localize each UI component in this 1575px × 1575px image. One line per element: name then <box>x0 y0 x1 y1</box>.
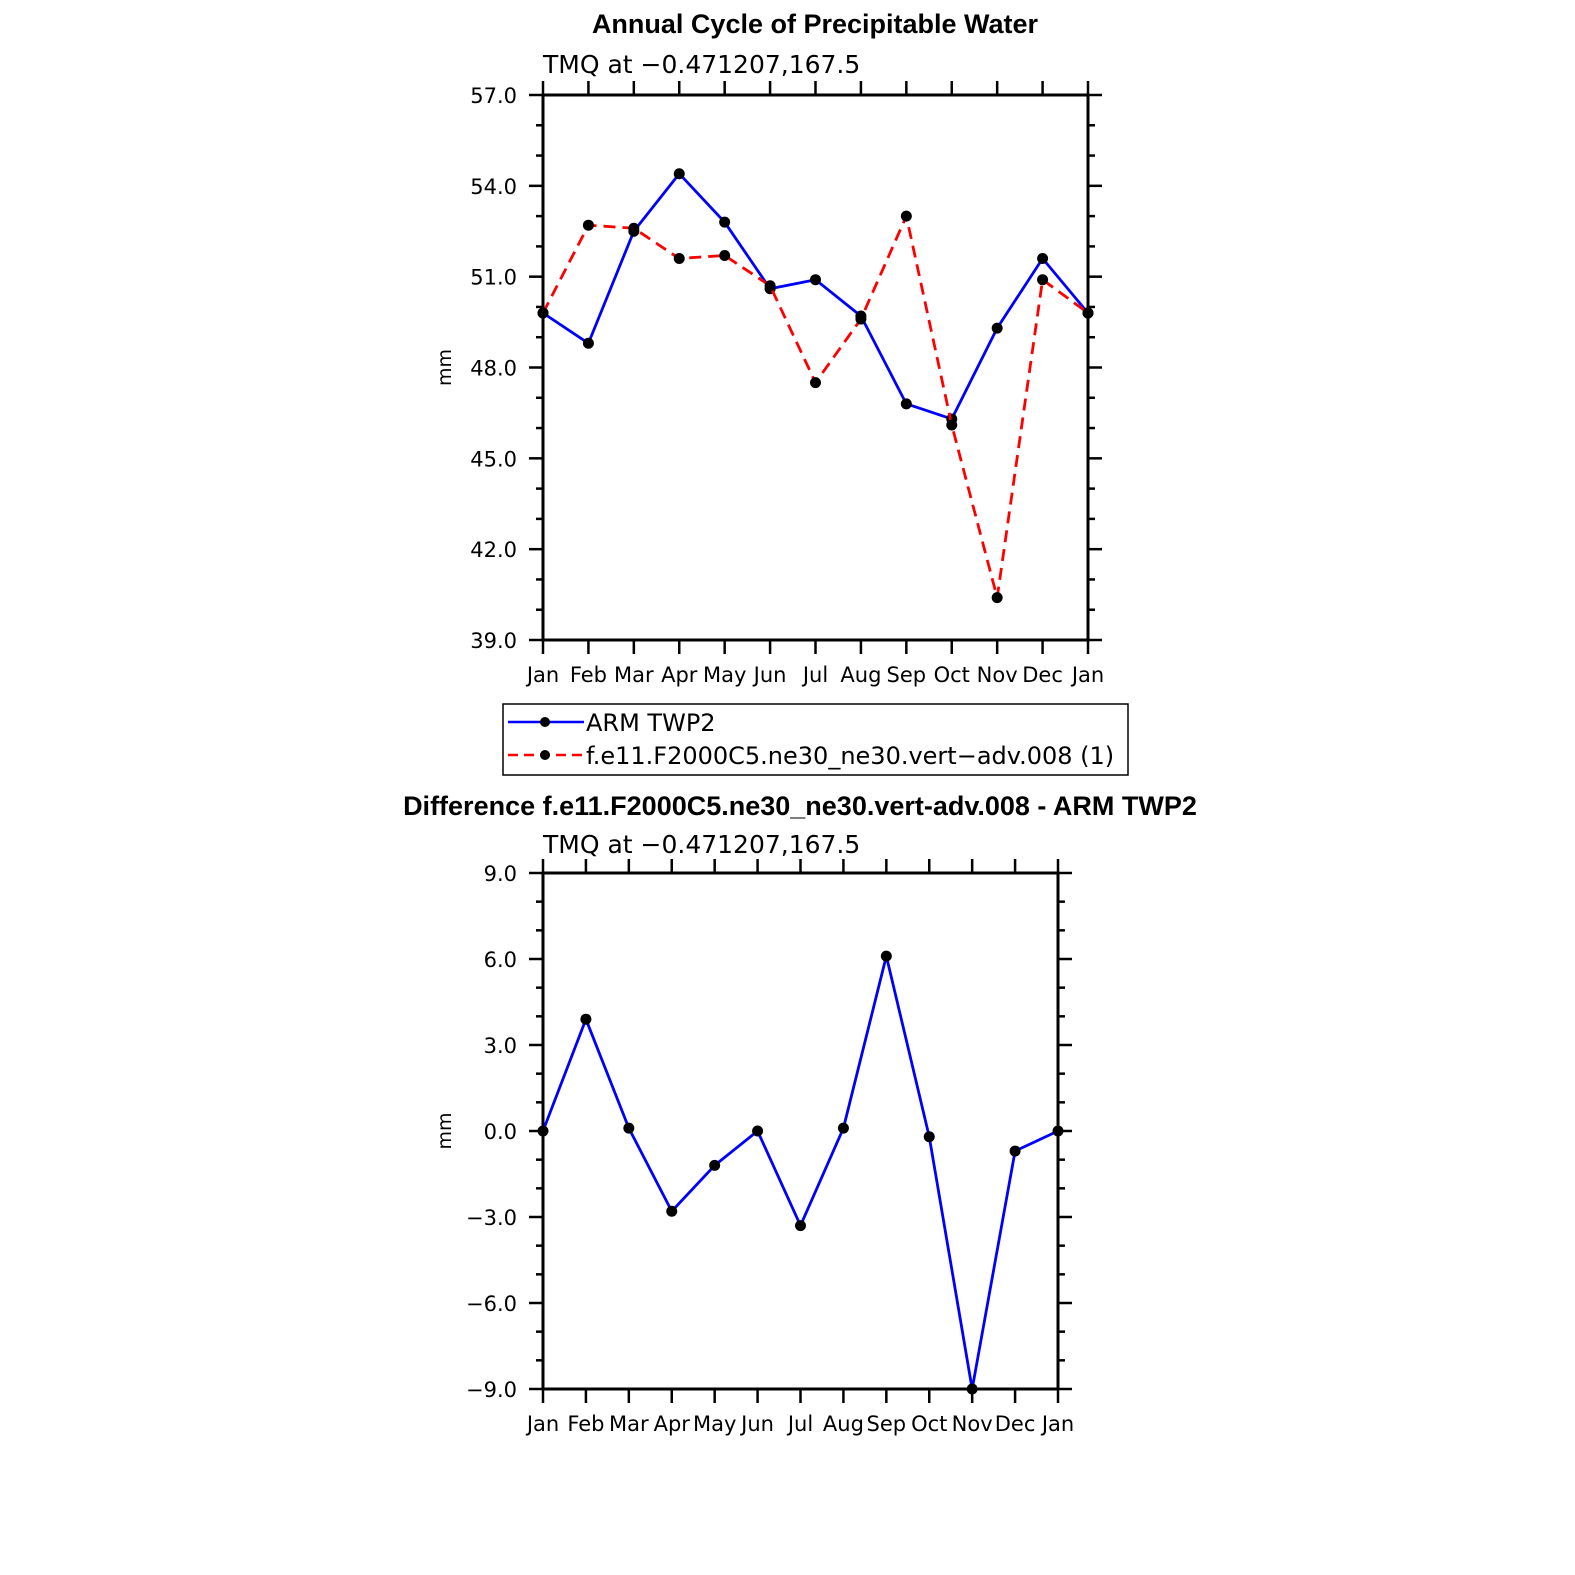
chart1-xtick-label: Jan <box>1070 663 1104 687</box>
chart1-xtick-label: Feb <box>570 663 607 687</box>
chart1-xtick-label: Mar <box>614 663 654 687</box>
chart2-series-0-point <box>795 1220 806 1232</box>
chart1-series-1-point <box>991 592 1003 604</box>
chart1-series-1-point <box>946 419 958 431</box>
chart2-series-0-point <box>880 950 892 962</box>
chart1-series-0-point <box>991 322 1003 334</box>
chart1-ytick-label: 42.0 <box>470 538 517 562</box>
chart2-xtick-label: Sep <box>867 1412 907 1436</box>
chart2-xtick-label: Jul <box>786 1412 813 1436</box>
chart2-series-0-point <box>709 1159 721 1171</box>
chart2-xtick-label: Jan <box>1040 1412 1074 1436</box>
chart2-xtick-label: Jun <box>739 1412 774 1436</box>
chart2-ytick-label: −6.0 <box>466 1292 517 1316</box>
chart1-series-1-point <box>855 313 867 325</box>
legend-marker-arm-twp2 <box>540 717 550 727</box>
chart2-series-0-point <box>966 1383 978 1395</box>
chart1-ytick-label: 39.0 <box>470 629 517 653</box>
chart1-xtick-label: Jul <box>801 663 828 687</box>
chart1-series-0-point <box>719 216 731 228</box>
chart1-xtick-label: Nov <box>977 663 1018 687</box>
chart1-plot-area: Jan Feb Mar Apr May Jun Jul Aug Sep Oct Nov Dec Jan 3… <box>434 81 1104 687</box>
chart1-series-0-point <box>1037 253 1049 264</box>
chart1-series-1-point <box>810 377 821 389</box>
chart2-ylabel: mm <box>434 1112 456 1149</box>
chart2-ytick-label: 9.0 <box>484 862 517 886</box>
chart2-series-0-point <box>537 1125 549 1137</box>
chart2-xtick-label: Nov <box>952 1412 993 1436</box>
legend-label-model: f.e11.F2000C5.ne30_ne30.vert−adv.008 (1) <box>586 742 1114 770</box>
chart2-plot-area: Jan Feb Mar Apr May Jun Jul Aug Sep Oct Nov Dec Jan−… <box>434 859 1074 1436</box>
legend-frame <box>502 703 1129 776</box>
legend-label-arm-twp2: ARM TWP2 <box>586 709 716 737</box>
chart2-series-0-point <box>1052 1125 1064 1137</box>
chart2-xtick-label: Apr <box>654 1412 691 1436</box>
chart1-ylabel: mm <box>434 349 456 386</box>
legend-entry-model: f.e11.F2000C5.ne30_ne30.vert−adv.008 (1) <box>508 742 1114 770</box>
chart1-series-0-point <box>673 168 685 180</box>
chart2-series-0-point <box>666 1205 678 1217</box>
chart1-series-1-point <box>764 280 776 292</box>
chart2-ytick-label: −3.0 <box>466 1206 517 1230</box>
chart2-series-0-point <box>752 1125 764 1137</box>
legend-entry-arm-twp2: ARM TWP2 <box>508 709 716 737</box>
chart2-series-0-point <box>1009 1145 1021 1157</box>
chart1-ytick-label: 57.0 <box>470 84 517 108</box>
chart1-series-0-point <box>582 337 594 349</box>
chart1-series-1-point <box>582 219 594 231</box>
chart2-xtick-label: Dec <box>995 1412 1036 1436</box>
chart2-xtick-label: Aug <box>823 1412 864 1436</box>
chart2-subtitle: TMQ at −0.471207,167.5 <box>542 830 860 859</box>
chart1-ytick-label: 54.0 <box>470 175 517 199</box>
chart1-xtick-label: Apr <box>661 663 698 687</box>
chart2-xtick-label: Mar <box>609 1412 649 1436</box>
chart1-series-1-point <box>537 307 549 319</box>
chart2-xtick-label: Oct <box>911 1412 947 1436</box>
chart1-subtitle: TMQ at −0.471207,167.5 <box>542 50 860 79</box>
chart2-ytick-label: −9.0 <box>466 1378 517 1402</box>
chart1-series-line-1 <box>541 214 1089 600</box>
chart1-series-1-point <box>1037 274 1049 286</box>
chart1-ytick-label: 48.0 <box>470 357 517 381</box>
chart1-ytick-label: 45.0 <box>470 447 517 471</box>
chart2-series-0-point <box>580 1013 592 1025</box>
chart1-series-0-point <box>900 398 912 410</box>
chart2-series-line-0 <box>541 954 1059 1391</box>
chart1-xtick-label: Jun <box>752 663 787 687</box>
chart2-series-0-point <box>837 1122 849 1134</box>
chart1-legend: ARM TWP2 f.e11.F2000C5.ne30_ne30.vert−ad… <box>502 703 1129 776</box>
chart2-xtick-label: Jan <box>525 1412 559 1436</box>
chart1-series-1-point <box>719 249 731 261</box>
chart1-series-0-point <box>810 274 821 286</box>
chart2-series-0-point <box>923 1131 935 1143</box>
chart1-title: Annual Cycle of Precipitable Water <box>592 9 1039 39</box>
chart1-xtick-label: May <box>703 663 746 687</box>
chart1-ytick-label: 51.0 <box>470 266 517 290</box>
legend-marker-model <box>540 750 550 760</box>
chart2-ytick-label: 0.0 <box>484 1120 517 1144</box>
chart2-series-0-point <box>623 1122 635 1134</box>
chart1-xtick-label: Jan <box>525 663 559 687</box>
chart2-xtick-label: May <box>693 1412 736 1436</box>
chart1-frame <box>541 93 1090 642</box>
chart1-xtick-label: Dec <box>1022 663 1063 687</box>
chart1-series-1-point <box>628 222 640 234</box>
chart1-xtick-label: Sep <box>887 663 927 687</box>
chart2-frame <box>541 871 1060 1391</box>
chart2-ytick-label: 6.0 <box>484 948 517 972</box>
chart2-xtick-label: Feb <box>567 1412 604 1436</box>
chart2-ytick-label: 3.0 <box>484 1034 517 1058</box>
chart1-xtick-label: Oct <box>934 663 970 687</box>
chart1-series-1-point <box>673 253 685 264</box>
chart1-xtick-label: Aug <box>840 663 881 687</box>
chart1-series-1-point <box>900 210 912 222</box>
chart2-title: Difference f.e11.F2000C5.ne30_ne30.vert-… <box>403 791 1197 821</box>
chart1-series-1-point <box>1082 307 1094 319</box>
